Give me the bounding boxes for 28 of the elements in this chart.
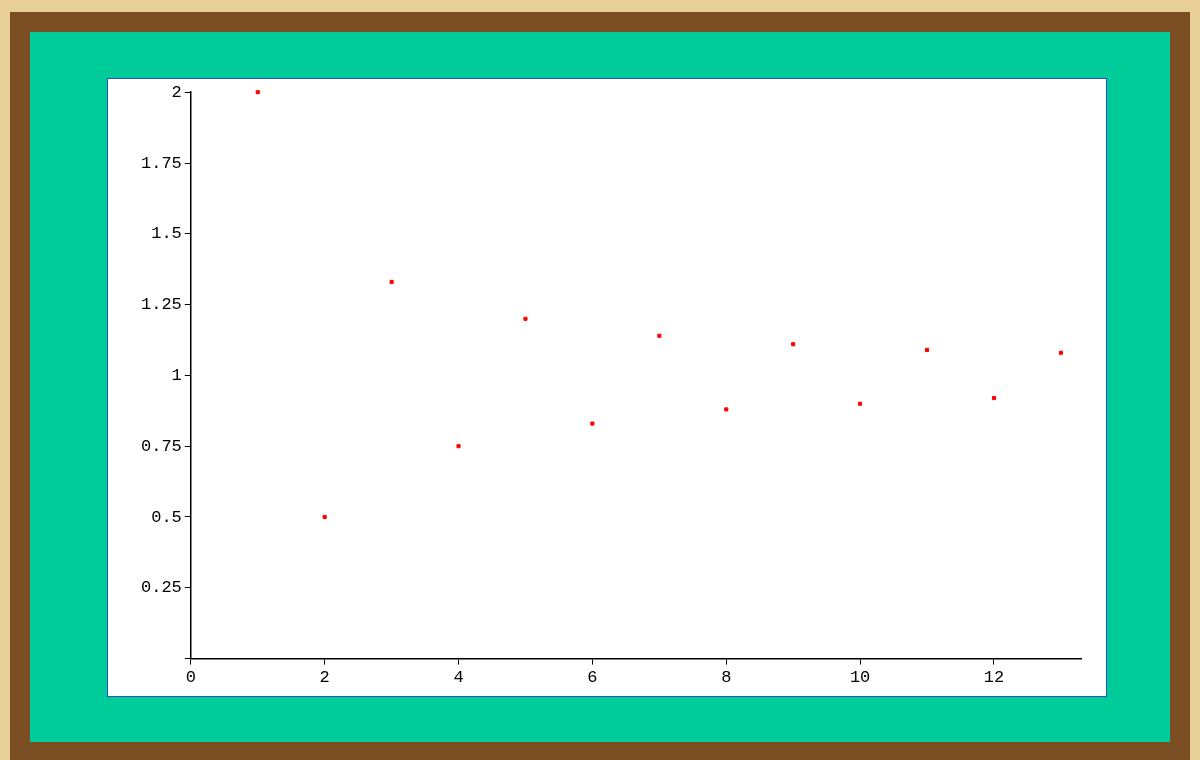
point (925, 347, 930, 352)
x-tick-label: 8 (721, 668, 732, 688)
point (255, 90, 260, 95)
point (791, 342, 796, 347)
x-tick-label: 6 (587, 668, 598, 688)
x-tick-label: 0 (185, 668, 196, 688)
y-tick-label: 1.25 (140, 295, 182, 315)
y-tick-label: 1.75 (140, 153, 182, 173)
y-tick-label: 1 (171, 365, 182, 385)
x-tick-label: 10 (849, 668, 871, 688)
point (657, 333, 662, 338)
point (724, 407, 729, 412)
x-tick-label: 12 (983, 668, 1005, 688)
y-tick-label: 0.25 (140, 578, 182, 598)
point (991, 396, 997, 401)
point (1058, 350, 1063, 355)
x-tick-label: 2 (319, 668, 330, 688)
point (322, 514, 327, 520)
point (523, 316, 528, 321)
y-tick-label: 0.5 (151, 507, 182, 527)
point (858, 401, 863, 406)
point (456, 444, 461, 449)
y-tick-label: 0.75 (140, 436, 182, 456)
x-tick-label: 4 (453, 668, 464, 688)
point (590, 421, 595, 426)
y-tick-label: 1.5 (151, 224, 182, 244)
y-tick-label: 2 (171, 82, 182, 102)
point (389, 279, 394, 284)
